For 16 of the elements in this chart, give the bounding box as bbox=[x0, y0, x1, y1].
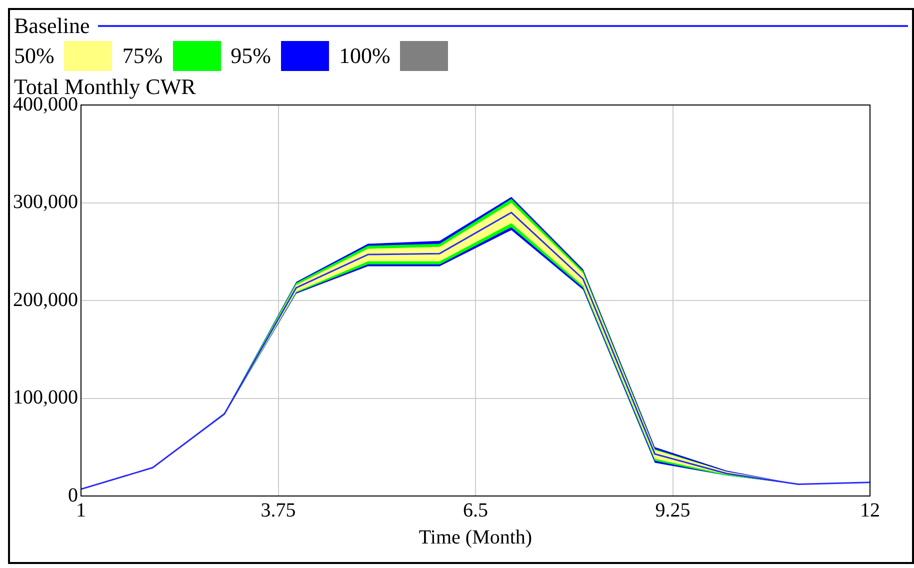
x-axis-title: Time (Month) bbox=[418, 526, 532, 548]
x-tick-label: 3.75 bbox=[260, 499, 296, 522]
legend-label: 50% bbox=[14, 43, 54, 69]
x-tick-label: 12 bbox=[860, 499, 880, 522]
legend-label: 75% bbox=[122, 43, 163, 69]
x-tick-label: 6.5 bbox=[463, 499, 488, 522]
legend-label: 100% bbox=[338, 43, 390, 69]
y-tick-label: 100,000 bbox=[13, 386, 78, 408]
y-tick-label: 0 bbox=[68, 484, 78, 506]
x-tick-label: 1 bbox=[76, 499, 86, 522]
y-tick-label: 200,000 bbox=[13, 288, 78, 311]
x-tick-label: 9.25 bbox=[655, 499, 690, 522]
y-tick-label: 300,000 bbox=[13, 191, 78, 213]
legend-label: 95% bbox=[230, 43, 271, 69]
text: Baseline bbox=[14, 13, 90, 39]
y-tick-label: 400,000 bbox=[13, 93, 78, 116]
